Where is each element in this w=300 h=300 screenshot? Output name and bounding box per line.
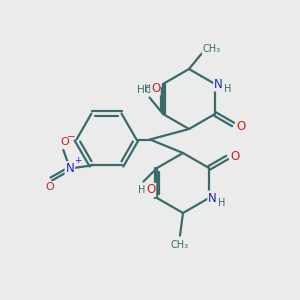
Text: HO: HO xyxy=(137,85,153,95)
Text: H: H xyxy=(224,83,231,94)
Text: N: N xyxy=(65,162,74,175)
Text: O: O xyxy=(60,137,69,147)
Text: O: O xyxy=(236,119,245,133)
Text: O: O xyxy=(230,149,239,163)
Text: N: N xyxy=(208,191,217,205)
Text: N: N xyxy=(214,77,223,91)
Text: H: H xyxy=(218,197,225,208)
Text: H: H xyxy=(144,83,152,94)
Text: O: O xyxy=(45,182,54,192)
Text: CH₃: CH₃ xyxy=(202,44,220,54)
Text: CH₃: CH₃ xyxy=(171,240,189,250)
Text: −: − xyxy=(67,132,76,142)
Text: O: O xyxy=(146,183,156,196)
Text: H: H xyxy=(138,185,146,195)
Text: O: O xyxy=(151,82,160,95)
Text: +: + xyxy=(74,156,81,165)
